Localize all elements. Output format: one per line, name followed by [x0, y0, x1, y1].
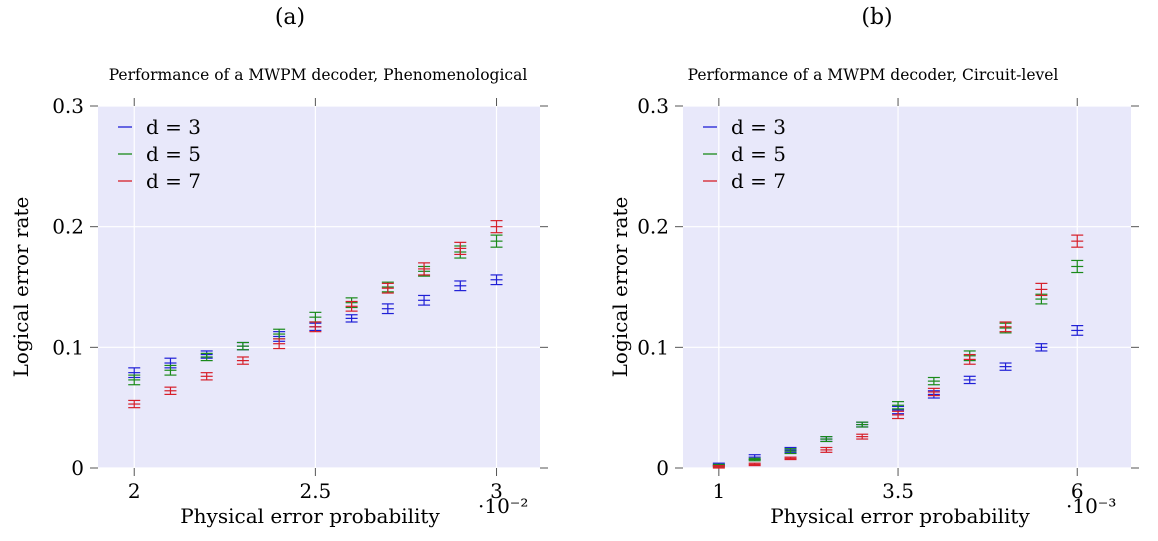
y-tick-label: 0.2 — [52, 215, 84, 239]
error-bar-point — [999, 321, 1012, 333]
legend-label: d = 7 — [146, 169, 201, 193]
y-tick-label: 0 — [656, 456, 669, 480]
plot-area-b: 1 3.5 6 0 0.1 0.2 0.3 d = 3 d = 5 d = 7 — [637, 94, 1139, 503]
error-bar-point — [164, 364, 177, 376]
chart-title-b: Performance of a MWPM decoder, Circuit-l… — [688, 66, 1059, 84]
error-bar-point — [1071, 234, 1084, 248]
legend-label: d = 7 — [731, 169, 786, 193]
x-tick-label: 2.5 — [299, 479, 331, 503]
error-bar-point — [200, 372, 213, 381]
legend: d = 3 d = 5 d = 7 — [118, 115, 201, 193]
series-d-5 — [712, 259, 1084, 468]
error-bar-point — [963, 375, 976, 385]
series-d-7 — [712, 234, 1084, 469]
error-bar-point — [309, 321, 322, 333]
error-bar-point — [784, 448, 797, 455]
y-axis-label-a: Logical error rate — [9, 197, 33, 378]
error-bar-point — [748, 457, 761, 462]
y-axis-label-b: Logical error rate — [608, 197, 632, 378]
error-bar-point — [1071, 259, 1084, 274]
y-tick-label: 0.1 — [637, 335, 669, 359]
error-bar-point — [927, 387, 940, 397]
x-axis-label-b: Physical error probability — [770, 504, 1030, 528]
error-bar-point — [128, 374, 141, 386]
y-tick-label: 0 — [71, 456, 84, 480]
chart-panel-a: (a) Performance of a MWPM decoder, Pheno… — [9, 5, 548, 528]
error-bar-point — [856, 433, 869, 440]
error-bar-point — [236, 356, 249, 365]
chart-panel-b: (b) Performance of a MWPM decoder, Circu… — [608, 5, 1139, 528]
error-bar-point — [345, 300, 358, 312]
error-bar-point — [820, 446, 833, 453]
error-bar-point — [128, 399, 141, 409]
plot-area-a: 2 2.5 3 0 0.1 0.2 0.3 d = 3 d = 5 d = 7 — [52, 94, 548, 503]
error-bar-point — [892, 410, 905, 420]
y-tick-label: 0.1 — [52, 335, 84, 359]
legend: d = 3 d = 5 d = 7 — [703, 115, 786, 193]
error-bar-point — [345, 314, 358, 323]
error-bar-point — [273, 338, 286, 350]
error-bar-point — [454, 241, 467, 256]
y-tick-label: 0.3 — [637, 94, 669, 118]
x-tick-label: 3 — [490, 479, 503, 503]
x-tick-label: 3.5 — [882, 479, 914, 503]
error-bar-point — [454, 280, 467, 292]
error-bar-point — [748, 462, 761, 467]
error-bar-point — [490, 220, 503, 234]
panel-label-b: (b) — [861, 5, 892, 30]
x-axis-scale-b: ·10⁻³ — [1066, 494, 1116, 518]
x-axis-label-a: Physical error probability — [180, 504, 440, 528]
error-bar-point — [418, 262, 431, 276]
error-bar-point — [164, 386, 177, 395]
error-bar-point — [927, 376, 940, 386]
error-bar-point — [236, 341, 249, 351]
error-bar-point — [820, 436, 833, 443]
legend-label: d = 3 — [731, 115, 786, 139]
y-tick-label: 0.3 — [52, 94, 84, 118]
x-tick-label: 1 — [712, 479, 725, 503]
error-bar-point — [999, 362, 1012, 371]
error-bar-point — [963, 353, 976, 365]
chart-title-a: Performance of a MWPM decoder, Phenomeno… — [109, 66, 528, 84]
error-bar-point — [712, 464, 725, 469]
error-bar-point — [381, 282, 394, 294]
x-tick-label: 2 — [128, 479, 141, 503]
x-tick-label: 6 — [1071, 479, 1084, 503]
error-bar-point — [490, 274, 503, 286]
legend-label: d = 3 — [146, 115, 201, 139]
error-bar-point — [418, 294, 431, 306]
error-bar-point — [200, 352, 213, 362]
plot-background — [683, 106, 1131, 468]
legend-label: d = 5 — [146, 142, 201, 166]
legend-label: d = 5 — [731, 142, 786, 166]
plot-background — [98, 106, 540, 468]
y-tick-label: 0.2 — [637, 215, 669, 239]
error-bar-point — [381, 303, 394, 315]
error-bar-point — [1071, 325, 1084, 336]
x-axis-scale-a: ·10⁻² — [478, 494, 528, 518]
error-bar-point — [856, 421, 869, 428]
error-bar-point — [892, 401, 905, 410]
error-bar-point — [1035, 282, 1048, 297]
error-bar-point — [784, 456, 797, 461]
series-d-7 — [128, 220, 503, 409]
panel-label-a: (a) — [275, 5, 305, 30]
error-bar-point — [490, 234, 503, 248]
error-bar-point — [1035, 343, 1048, 352]
